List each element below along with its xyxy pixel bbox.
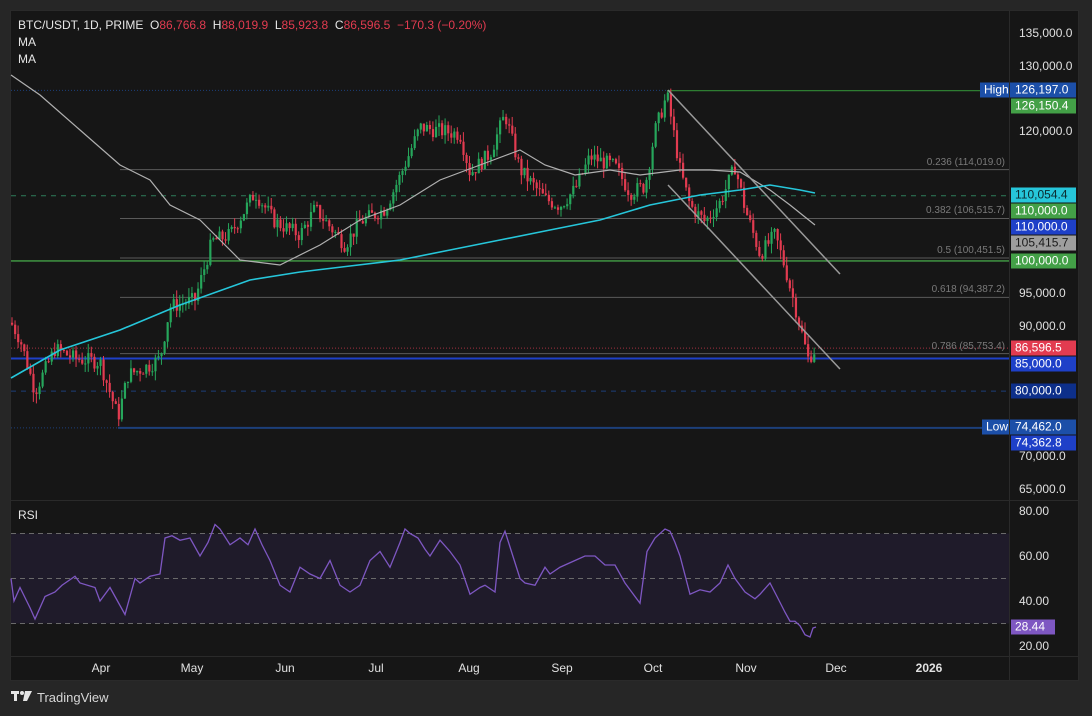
time-tick: Jun (275, 661, 295, 675)
low-label: L (274, 18, 282, 32)
low-value: 85,923.8 (281, 18, 329, 32)
tradingview-logo-icon[interactable] (11, 690, 33, 705)
footer: TradingView (11, 690, 109, 705)
price-tick: 120,000.0 (1019, 123, 1073, 138)
rsi-tick: 20.00 (1019, 639, 1050, 653)
time-tick: Aug (458, 661, 480, 675)
time-tick: Oct (643, 661, 663, 675)
close-label: C (334, 18, 344, 32)
rsi-tick: 40.00 (1019, 594, 1050, 608)
price-tick: 90,000.0 (1019, 319, 1066, 333)
ohlc-row: BTC/USDT, 1D, PRIME O86,766.8 H88,019.9 … (18, 17, 486, 34)
price-tick: 65,000.0 (1019, 481, 1066, 496)
price-badge: 110,000.0 (1011, 203, 1076, 219)
price-badge: 85,000.0 (1011, 356, 1076, 372)
price-badge: 74,362.8 (1011, 435, 1076, 451)
price-badge: 86,596.5 (1011, 340, 1076, 356)
fib-level-label: 0.618 (94,387.2) (931, 284, 1005, 296)
price-badge: 110,054.4 (1011, 187, 1076, 203)
time-tick: Sep (551, 661, 573, 675)
price-badge: 105,415.7 (1011, 235, 1076, 251)
symbol-label[interactable]: BTC/USDT, 1D, PRIME (18, 18, 144, 32)
pane-separator[interactable] (11, 500, 1078, 501)
fib-level-label: 0.236 (114,019.0) (926, 156, 1005, 168)
tradingview-brand[interactable]: TradingView (37, 690, 109, 705)
price-tick: 130,000.0 (1019, 58, 1073, 73)
time-tick: May (180, 661, 204, 675)
fib-level-label: 0.5 (100,451.5) (937, 244, 1005, 256)
rsi-title[interactable]: RSI (18, 508, 39, 522)
indicator-ma-2[interactable]: MA (18, 52, 36, 66)
high-label: H (212, 18, 222, 32)
price-axis-divider (1009, 11, 1010, 680)
time-tick: Nov (735, 661, 757, 675)
close-value: 86,596.5 (343, 18, 391, 32)
fib-level-label: 0.786 (85,753.4) (931, 340, 1005, 352)
high-value: 88,019.9 (221, 18, 269, 32)
high-tag: High (980, 82, 1013, 98)
time-tick: Apr (91, 661, 111, 675)
price-badge: 74,462.0 (1011, 419, 1076, 435)
price-badge: 110,000.0 (1011, 219, 1076, 235)
time-axis-separator (11, 656, 1078, 657)
price-tick: 95,000.0 (1019, 286, 1066, 301)
time-tick: 2026 (915, 661, 943, 675)
rsi-tick: 80.00 (1019, 504, 1050, 518)
fib-level-label: 0.382 (106,515.7) (926, 205, 1005, 217)
rsi-tick: 60.00 (1019, 549, 1050, 563)
time-tick: Dec (825, 661, 847, 675)
rsi-current-badge: 28.44 (1011, 619, 1055, 635)
rsi-pane[interactable] (10, 501, 1009, 656)
open-label: O (150, 18, 160, 32)
price-tick: 70,000.0 (1019, 449, 1066, 464)
price-badge: 126,197.0 (1011, 82, 1076, 98)
chart-legend: BTC/USDT, 1D, PRIME O86,766.8 H88,019.9 … (18, 17, 486, 68)
price-badge: 80,000.0 (1011, 383, 1076, 399)
price-badge: 126,150.4 (1011, 98, 1076, 114)
time-tick: Jul (368, 661, 384, 675)
price-chart-pane[interactable] (10, 11, 1009, 499)
low-tag: Low (982, 419, 1013, 435)
price-tick: 135,000.0 (1019, 26, 1073, 40)
indicator-ma-1[interactable]: MA (18, 35, 36, 49)
open-value: 86,766.8 (159, 18, 207, 32)
change-value: −170.3 (−0.20%) (396, 18, 487, 32)
price-badge: 100,000.0 (1011, 253, 1076, 269)
